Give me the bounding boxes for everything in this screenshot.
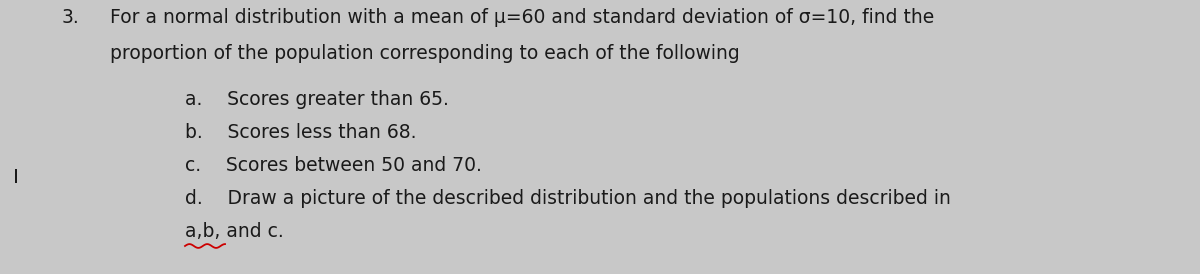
Text: For a normal distribution with a mean of μ=60 and standard deviation of σ=10, fi: For a normal distribution with a mean of…	[110, 8, 935, 27]
Text: Ⅰ: Ⅰ	[13, 168, 19, 187]
Text: d.  Draw a picture of the described distribution and the populations described i: d. Draw a picture of the described distr…	[185, 189, 950, 208]
Text: proportion of the population corresponding to each of the following: proportion of the population correspondi…	[110, 44, 739, 63]
Text: c.  Scores between 50 and 70.: c. Scores between 50 and 70.	[185, 156, 482, 175]
Text: b.  Scores less than 68.: b. Scores less than 68.	[185, 123, 416, 142]
Text: a.  Scores greater than 65.: a. Scores greater than 65.	[185, 90, 449, 109]
Text: a,b, and c.: a,b, and c.	[185, 222, 283, 241]
Text: 3.: 3.	[62, 8, 79, 27]
